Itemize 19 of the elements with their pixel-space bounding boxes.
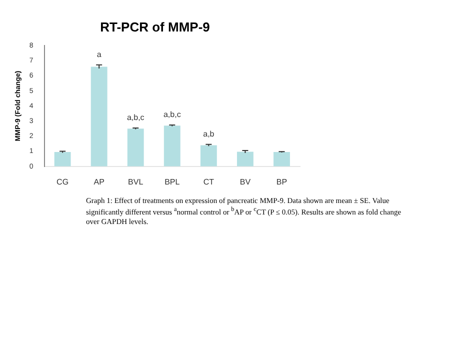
x-tick-label: CT	[203, 177, 214, 186]
annotation: a,b,c	[163, 110, 181, 120]
bar	[90, 66, 108, 166]
bar	[127, 128, 144, 166]
x-tick-label: BVL	[128, 177, 144, 186]
chart-title: RT-PCR of MMP-9	[100, 19, 210, 34]
bar	[164, 126, 180, 166]
bar	[236, 152, 254, 166]
bar	[274, 152, 290, 166]
bar	[200, 145, 217, 166]
annotation: a	[96, 50, 102, 60]
x-tick-label: CG	[56, 177, 69, 186]
x-tick-label: BP	[276, 177, 288, 186]
x-tick-label: BV	[240, 177, 252, 186]
annotation: a,b,c	[126, 113, 144, 122]
bar	[54, 152, 71, 166]
x-tick-label: BPL	[164, 177, 180, 186]
x-tick-label: AP	[94, 177, 104, 186]
annotation: a,b	[203, 130, 215, 139]
